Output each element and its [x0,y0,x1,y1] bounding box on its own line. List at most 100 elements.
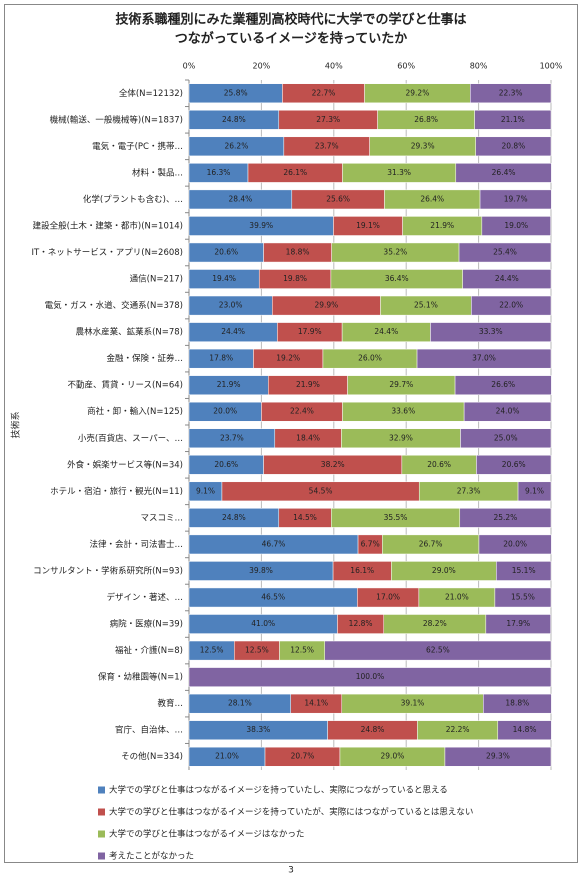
data-label: 38.3% [246,725,270,734]
data-label: 29.2% [406,88,430,97]
data-label: 27.3% [457,486,481,495]
bar-segment [496,561,552,581]
y-tick-label: 外食・娯楽サービス等(N=34) [67,459,183,470]
bar-segment [188,667,552,687]
data-label: 22.0% [499,301,523,310]
legend-label: 考えたことがなかった [109,851,194,862]
y-tick-label: 電気・ガス・水道、交通系(N=378) [45,300,183,311]
y-tick-label: 機械(輸送、一般機械等)(N=1837) [50,114,183,125]
x-tick-label: 80% [470,62,488,71]
data-label: 46.7% [262,539,286,548]
data-label: 27.3% [316,115,340,124]
data-label: 20.6% [214,248,238,257]
bar-segment [476,455,552,475]
data-label: 18.8% [505,699,529,708]
data-label: 20.8% [501,141,525,150]
data-label: 39.1% [401,699,425,708]
bar-segment [483,693,552,714]
data-label: 29.7% [389,380,413,389]
data-label: 29.0% [381,752,405,761]
bar-segment [458,242,552,263]
bar-segment [455,163,552,183]
y-tick-label: 化学(プラントも含む)、… [83,194,183,205]
data-label: 20.0% [213,407,237,416]
legend-label: 大学での学びと仕事はつながるイメージはなかった [109,829,304,840]
data-label: 16.3% [207,168,231,177]
data-label: 26.7% [419,539,443,548]
data-label: 26.4% [492,168,516,177]
y-tick-label: 電気・電子(PC・携帯… [92,141,183,152]
chart-title: 技術系職種別にみた業種別高校時代に大学での学びと仕事は [115,12,466,28]
data-label: 12.5% [200,646,224,655]
data-label: 100.0% [356,672,385,681]
bar-segment [416,348,552,369]
data-label: 35.5% [384,513,408,522]
data-label: 21.0% [445,593,469,602]
y-tick-label: 福祉・介護(N=8) [115,645,183,656]
data-label: 31.3% [387,168,411,177]
data-label: 24.8% [222,513,246,522]
data-label: 26.4% [420,194,444,203]
data-label: 19.1% [356,221,380,230]
data-label: 24.4% [495,274,519,283]
legend-label: 大学での学びと仕事はつながるイメージを持っていたが、実際にはつながっているとは思… [109,807,473,818]
legend-swatch [98,830,105,838]
y-tick-label: 通信(N=217) [130,274,183,285]
y-tick-label: 保育・幼稚園等(N=1) [98,672,183,683]
data-label: 19.7% [504,194,528,203]
bar-segment [517,481,552,502]
data-label: 39.9% [249,221,273,230]
data-label: 14.5% [293,513,317,522]
bar-segment [454,375,552,395]
data-label: 21.9% [430,221,454,230]
data-label: 18.4% [296,433,320,442]
data-label: 32.9% [389,433,413,442]
data-label: 24.4% [374,327,398,336]
y-tick-label: コンサルタント・学術系研究所(N=93) [33,565,183,576]
data-label: 28.2% [423,619,447,628]
y-tick-label: 材料・製品… [132,167,183,178]
data-label: 21.9% [217,380,241,389]
data-label: 9.1% [525,486,544,495]
data-label: 19.4% [212,274,236,283]
data-label: 26.1% [283,168,307,177]
data-label: 22.4% [290,407,314,416]
x-tick-label: 60% [397,62,415,71]
data-label: 36.4% [385,274,409,283]
legend-swatch [98,786,105,794]
data-label: 25.0% [494,433,518,442]
data-label: 19.2% [276,354,300,363]
data-label: 25.2% [493,513,517,522]
bar-segment [471,295,552,316]
data-label: 9.1% [196,486,215,495]
data-label: 26.2% [225,141,249,150]
data-label: 24.0% [496,407,520,416]
data-label: 26.8% [414,115,438,124]
legend-swatch [98,808,105,816]
data-label: 25.8% [224,88,248,97]
y-tick-label: 商社・卸・輸入(N=125) [87,406,183,417]
x-tick-label: 0% [183,62,196,71]
y-tick-label: 農林水産業、鉱業系(N=78) [76,327,183,338]
data-label: 17.9% [506,619,530,628]
data-label: 28.1% [228,699,252,708]
bar-segment [497,720,552,740]
bar-segment [324,640,552,661]
data-label: 17.0% [376,593,400,602]
x-tick-label: 40% [325,62,343,71]
data-label: 19.8% [283,274,307,283]
y-tick-label: 小売(百貨店、スーパー、… [78,433,183,444]
data-label: 18.8% [286,248,310,257]
y-tick-label: 法律・会計・司法書士… [89,539,183,550]
bar-segment [478,534,552,555]
data-label: 21.1% [501,115,525,124]
bar-segment [494,587,552,608]
data-label: 25.1% [414,301,438,310]
y-tick-label: 官庁、自治体、… [115,725,183,736]
data-label: 23.0% [219,301,243,310]
bar-segment [462,269,552,289]
data-label: 21.9% [296,380,320,389]
y-tick-label: デザイン・著述、… [106,592,183,603]
data-label: 29.9% [314,301,338,310]
data-label: 24.8% [222,115,246,124]
